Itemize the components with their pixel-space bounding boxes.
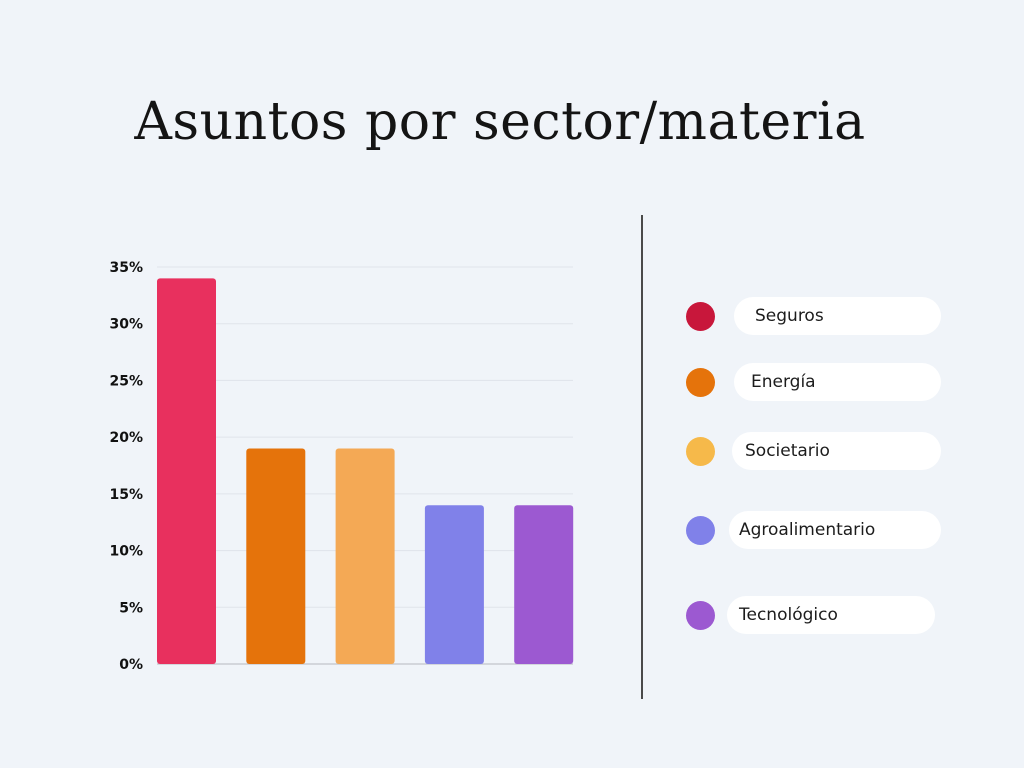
y-tick-label: 25% (109, 373, 143, 389)
legend-pill-agroalimentario (729, 511, 941, 549)
y-tick-label: 10% (109, 544, 143, 560)
y-tick-label: 30% (109, 317, 143, 333)
legend-swatch-energia (686, 368, 715, 397)
legend-pill-tecnologico (727, 596, 935, 634)
chart-title: Asuntos por sector/materia (134, 92, 866, 152)
legend-swatch-societario (686, 437, 715, 466)
legend-swatch-tecnologico (686, 601, 715, 630)
bar-societario (335, 448, 395, 664)
legend-label-societario: Societario (745, 441, 830, 461)
legend-swatch-agroalimentario (686, 516, 715, 545)
legend-label-agroalimentario: Agroalimentario (739, 520, 876, 540)
bar-energia (246, 448, 306, 664)
divider-line (641, 215, 643, 699)
bar-agroalimentario (424, 505, 484, 664)
legend-pill-seguros (734, 297, 941, 335)
legend-pill-energia (734, 363, 941, 401)
bar-chart: 0% 5% 10% 15% 20% 25% 30% 35% (109, 260, 574, 673)
bars (157, 278, 574, 664)
bar-tecnologico (514, 505, 574, 664)
legend-label-energia: Energía (751, 372, 816, 392)
bar-seguros (157, 278, 216, 664)
y-tick-label: 0% (119, 657, 143, 673)
legend-swatch-seguros (686, 302, 715, 331)
y-tick-label: 5% (119, 600, 143, 616)
y-axis-tick-labels: 0% 5% 10% 15% 20% 25% 30% 35% (109, 260, 143, 673)
legend-label-tecnologico: Tecnológico (739, 605, 838, 625)
legend-label-seguros: Seguros (755, 306, 824, 326)
y-tick-label: 35% (109, 260, 143, 276)
legend-pill-societario (732, 432, 941, 470)
y-tick-label: 20% (109, 430, 143, 446)
y-tick-label: 15% (109, 487, 143, 503)
